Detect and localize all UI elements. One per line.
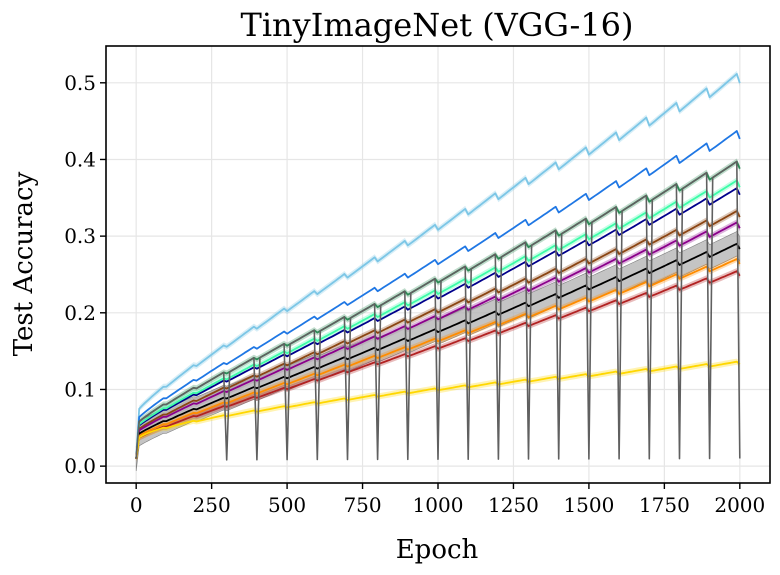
series-line	[135, 160, 741, 461]
y-tick-label: 0.0	[64, 454, 96, 478]
x-tick-label: 2000	[714, 493, 765, 517]
series-line	[135, 130, 741, 459]
series-band	[136, 268, 740, 462]
x-tick-label: 1250	[488, 493, 539, 517]
series-line	[135, 360, 741, 459]
series-line	[135, 221, 741, 459]
y-tick-label: 0.5	[64, 71, 96, 95]
y-tick-label: 0.4	[64, 147, 96, 171]
series-band	[136, 219, 740, 462]
series-band	[136, 255, 740, 462]
series-line	[135, 73, 741, 459]
x-tick-label: 250	[193, 493, 231, 517]
y-tick-label: 0.3	[64, 224, 96, 248]
chart-title: TinyImageNet (VGG-16)	[240, 6, 633, 44]
x-axis-label: Epoch	[396, 535, 479, 565]
series-band	[136, 207, 740, 462]
series-lines	[135, 73, 741, 461]
x-axis: 0 250 500 750 1000 1250 1500 1750 2000	[130, 483, 765, 517]
x-tick-label: 1750	[639, 493, 690, 517]
series-line	[135, 187, 741, 459]
x-tick-label: 0	[130, 493, 143, 517]
x-tick-label: 500	[268, 493, 306, 517]
y-tick-label: 0.1	[64, 377, 96, 401]
series-line	[135, 270, 741, 459]
x-tick-label: 1000	[413, 493, 464, 517]
y-axis: 0.0 0.1 0.2 0.3 0.4 0.5	[64, 71, 106, 478]
y-tick-label: 0.2	[64, 301, 96, 325]
series-line	[135, 210, 741, 459]
series-line	[135, 179, 741, 459]
series-line	[135, 242, 741, 459]
y-axis-label: Test Accuracy	[9, 171, 39, 356]
x-tick-label: 750	[343, 493, 381, 517]
series-line	[135, 258, 741, 459]
x-tick-label: 1500	[563, 493, 614, 517]
